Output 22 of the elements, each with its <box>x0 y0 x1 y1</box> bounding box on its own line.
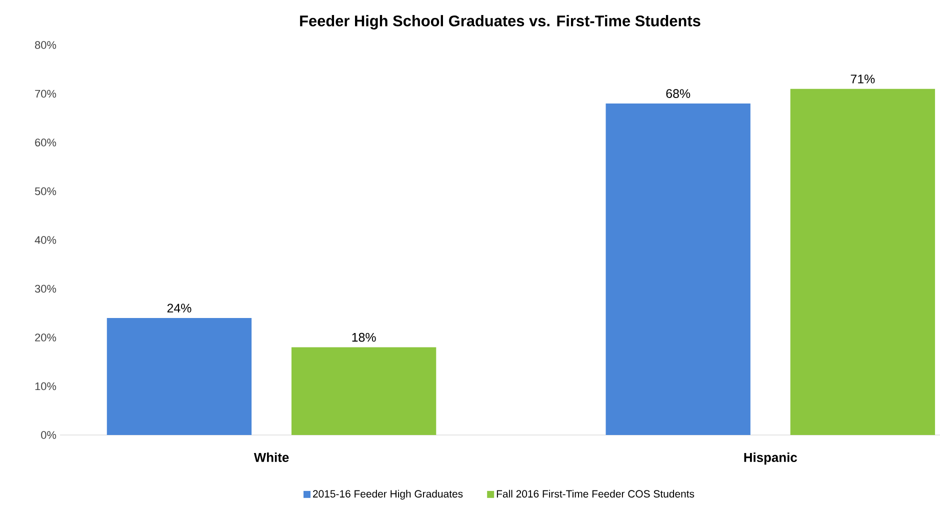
chart-title: Feeder High School Graduates vs. First-Time Students <box>300 15 700 30</box>
data-label: 18% <box>352 332 376 342</box>
x-tick-label: White <box>254 452 289 462</box>
y-tick-label: 20% <box>35 334 56 342</box>
y-tick-label: 80% <box>35 41 56 49</box>
y-tick-label: 30% <box>34 284 56 293</box>
legend-label: Fall 2016 First-Time Feeder COS Students <box>496 490 694 498</box>
bar <box>790 88 936 435</box>
bar <box>606 104 750 435</box>
data-label: 68% <box>666 89 690 98</box>
y-tick-label: 10% <box>35 382 56 390</box>
y-tick-label: 70% <box>35 90 56 98</box>
y-tick-label: 60% <box>35 138 56 146</box>
y-tick-label: 50% <box>34 187 56 196</box>
bar <box>106 318 252 435</box>
data-label: 24% <box>167 304 192 312</box>
legend-label: 2015-16 Feeder High Graduates <box>313 490 463 500</box>
x-tick-label: Hispanic <box>744 452 798 465</box>
data-label: 71% <box>850 74 875 84</box>
bar <box>291 347 436 435</box>
y-tick-label: 0% <box>41 431 56 439</box>
y-tick-label: 40% <box>34 236 56 244</box>
